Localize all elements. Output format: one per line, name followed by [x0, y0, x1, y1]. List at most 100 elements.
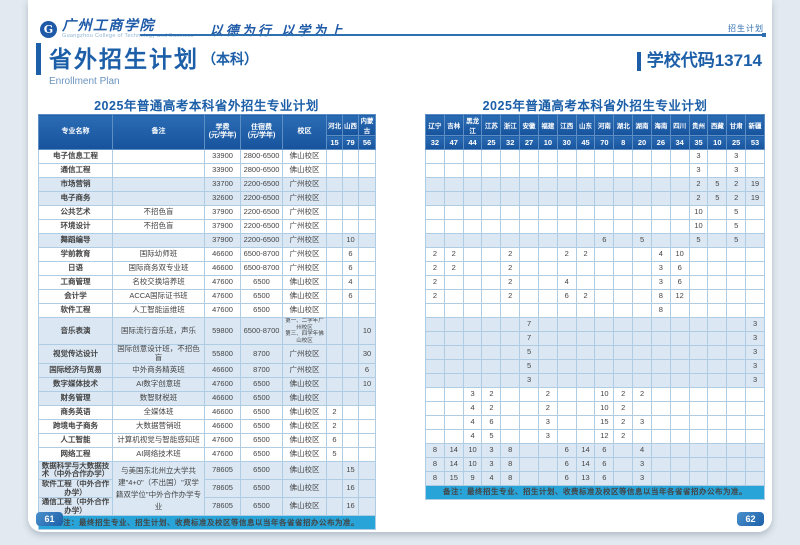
province-total: 56 — [358, 135, 376, 150]
province-header: 浙江 — [500, 114, 521, 136]
campus-cell: 佛山校区 — [282, 163, 327, 178]
plan-count-cell — [342, 191, 359, 206]
tuition-cell: 33900 — [204, 163, 241, 178]
tuition-cell: 46600 — [204, 247, 241, 262]
plan-count-cell — [443, 177, 464, 192]
plan-count-cell — [688, 289, 709, 304]
table-row: 软件工程（中外合作办学） 78605 6500 佛山校区 16 — [38, 478, 376, 499]
plan-count-cell: 2 — [425, 275, 445, 290]
plan-count-cell — [575, 359, 596, 374]
plan-count-cell: 14 — [575, 457, 596, 472]
plan-count-cell — [358, 404, 376, 420]
plan-count-cell — [462, 247, 483, 262]
plan-count-cell: 2 — [575, 289, 596, 304]
plan-count-cell — [519, 219, 539, 234]
campus-cell: 广州校区 — [282, 177, 327, 192]
plan-count-cell — [613, 345, 634, 360]
plan-count-cell — [519, 163, 539, 178]
plan-count-cell — [688, 247, 709, 262]
major-cell: 国际经济与贸易 — [38, 362, 113, 378]
major-cell: 数据科学与大数据技术（中外合作办学） — [38, 460, 113, 480]
province-header: 河北 — [326, 114, 343, 136]
plan-count-cell — [443, 373, 464, 388]
corner-label: 招生计划 — [728, 24, 764, 33]
major-cell: 日语 — [38, 261, 113, 276]
plan-count-cell — [688, 373, 709, 388]
header-row: 专业名称 备注 学费 (元/学年) 住宿费 (元/学年) 校区 河北 山西 内蒙古 — [38, 114, 376, 150]
accommodation-cell: 2800-6500 — [240, 163, 283, 178]
plan-count-cell — [462, 359, 483, 374]
plan-count-cell — [500, 303, 521, 318]
remark-cell: 大数据营销班 — [112, 418, 205, 434]
plan-count-cell — [462, 275, 483, 290]
plan-count-cell — [537, 275, 558, 290]
province-total: 35 — [688, 135, 709, 150]
plan-count-cell — [425, 359, 445, 374]
plan-count-cell — [481, 373, 502, 388]
table-row: 舞蹈编导 37900 2200-6500 广州校区 10 — [38, 233, 376, 248]
table-row: 财务管理 数智财税班 46600 6500 佛山校区 — [38, 390, 376, 406]
plan-count-cell — [613, 177, 634, 192]
plan-count-cell — [613, 443, 634, 458]
accommodation-cell: 2200-6500 — [240, 191, 283, 206]
plan-count-cell: 5 — [519, 345, 539, 360]
plan-count-cell: 15 — [594, 415, 615, 430]
plan-count-cell — [669, 359, 690, 374]
plan-count-cell — [613, 289, 634, 304]
province-total: 25 — [481, 135, 502, 150]
plan-count-cell — [669, 373, 690, 388]
plan-count-cell: 2 — [613, 401, 634, 416]
remark-cell: 人工智能运维班 — [112, 303, 205, 318]
table-row: 网络工程 AI网络技术班 47600 6500 佛山校区 5 — [38, 446, 376, 462]
plan-count-cell — [481, 163, 502, 178]
plan-count-cell — [669, 471, 690, 486]
plan-count-cell — [688, 275, 709, 290]
plan-count-cell — [481, 233, 502, 248]
plan-count-cell — [500, 149, 521, 164]
plan-count-cell — [358, 177, 376, 192]
plan-count-cell — [707, 373, 728, 388]
plan-count-cell: 16 — [342, 478, 359, 499]
plan-count-cell — [726, 457, 747, 472]
plan-count-cell — [425, 205, 445, 220]
plan-count-cell — [594, 205, 615, 220]
plan-count-cell: 14 — [443, 457, 464, 472]
plan-count-cell — [632, 219, 652, 234]
plan-count-cell — [650, 163, 671, 178]
plan-count-cell — [688, 457, 709, 472]
plan-count-cell — [481, 261, 502, 276]
table-row: 环境设计 不招色盲 37900 2200-6500 广州校区 — [38, 219, 376, 234]
plan-count-cell — [425, 219, 445, 234]
left-plan-table: 专业名称 备注 学费 (元/学年) 住宿费 (元/学年) 校区 河北 山西 内蒙古 15 79 56… — [38, 114, 376, 531]
plan-count-cell: 4 — [632, 443, 652, 458]
plan-count-cell — [726, 387, 747, 402]
plan-count-cell — [650, 177, 671, 192]
plan-count-cell — [688, 317, 709, 332]
plan-count-cell — [326, 149, 343, 164]
plan-count-cell — [358, 261, 376, 276]
plan-count-cell: 3 — [519, 373, 539, 388]
plan-count-cell — [632, 191, 652, 206]
plan-count-cell — [481, 219, 502, 234]
plan-count-cell — [575, 275, 596, 290]
plan-count-cell — [358, 418, 376, 434]
plan-count-cell — [707, 429, 728, 444]
accommodation-cell: 2200-6500 — [240, 233, 283, 248]
plan-count-cell — [726, 373, 747, 388]
plan-count-cell — [632, 205, 652, 220]
province-total: 32 — [425, 135, 445, 150]
plan-count-cell — [688, 261, 709, 276]
plan-count-cell — [650, 415, 671, 430]
plan-count-cell — [613, 149, 634, 164]
header-rule — [140, 33, 766, 37]
plan-count-cell — [632, 303, 652, 318]
plan-count-cell: 3 — [745, 345, 765, 360]
plan-count-cell — [745, 233, 765, 248]
plan-count-cell — [425, 163, 445, 178]
plan-count-cell — [537, 261, 558, 276]
plan-count-cell — [707, 247, 728, 262]
plan-count-cell — [326, 478, 343, 499]
campus-cell: 广州校区 — [282, 205, 327, 220]
province-header: 江西 — [556, 114, 577, 136]
